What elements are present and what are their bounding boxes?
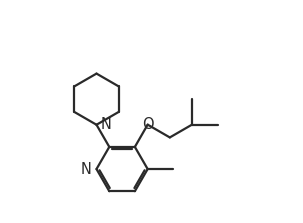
Text: O: O [142, 117, 154, 132]
Text: N: N [81, 161, 92, 177]
Text: N: N [100, 117, 111, 132]
